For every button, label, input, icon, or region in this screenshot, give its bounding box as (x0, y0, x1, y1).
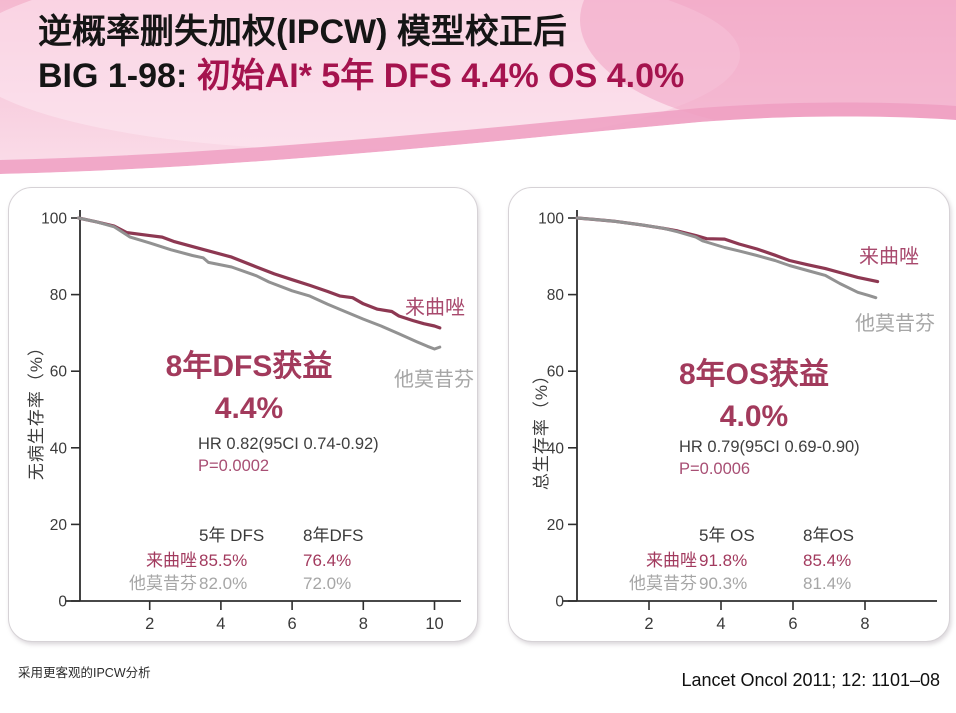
slide-title: 逆概率删失加权(IPCW) 模型校正后 BIG 1-98: 初始AI* 5年 D… (38, 10, 684, 98)
x-tick-label: 4 (716, 615, 725, 633)
hazard-ratio-text: HR 0.79(95CI 0.69-0.90) (679, 438, 860, 456)
row-label: 来曲唑 (146, 551, 197, 570)
x-tick-label: 2 (145, 615, 154, 633)
y-tick-label: 0 (58, 594, 67, 611)
y-tick-label: 100 (41, 211, 67, 228)
y-axis-title: 无病生存率（%） (27, 337, 46, 481)
row-value: 81.4% (803, 574, 852, 593)
y-tick-label: 80 (547, 287, 565, 304)
outcome-table-corner (9, 524, 197, 547)
tamoxifen-curve (575, 216, 878, 300)
y-tick-label: 0 (555, 594, 564, 611)
y-tick-label: 20 (50, 517, 68, 534)
title-line-1: 逆概率删失加权(IPCW) 模型校正后 (38, 13, 567, 51)
title-line-2-prefix: BIG 1-98: (38, 57, 197, 95)
hazard-ratio-block: HR 0.82(95CI 0.74-0.92) P=0.0002 (198, 433, 379, 477)
row-value: 91.8% (699, 551, 748, 570)
benefit-annotation: 8年DFS获益 4.4% (104, 346, 394, 430)
p-value-text: P=0.0002 (198, 457, 270, 475)
y-tick-label: 100 (538, 211, 564, 228)
os-chart-panel: 0 20 40 60 80 100 2 4 6 8 总生存率（%） 来曲唑 他莫昔芬 8年OS获益… (508, 187, 950, 642)
x-tick-label: 6 (788, 615, 797, 633)
y-tick-label: 60 (547, 364, 565, 381)
x-tick-label: 4 (216, 615, 225, 633)
hazard-ratio-text: HR 0.82(95CI 0.74-0.92) (198, 435, 379, 453)
row-label: 他莫昔芬 (129, 574, 197, 593)
tamoxifen-curve-label: 他莫昔芬 (394, 369, 474, 391)
footnote: 采用更客观的IPCW分析 (18, 666, 151, 680)
letrozole-curve (575, 216, 880, 284)
x-tick-label: 8 (359, 615, 368, 633)
benefit-line-2: 4.0% (719, 400, 789, 433)
title-line-2: BIG 1-98: 初始AI* 5年 DFS 4.4% OS 4.0% (38, 54, 684, 98)
outcome-table-col1-header: 5年 OS (699, 526, 755, 545)
outcome-table-col2-header: 8年OS (803, 526, 855, 545)
table-row-letrozole: 来曲唑 85.5% 76.4% (9, 549, 477, 572)
row-value: 85.4% (803, 551, 852, 570)
letrozole-curve (76, 216, 442, 330)
y-axis-title: 总生存率（%） (532, 365, 551, 491)
dfs-chart-plot: 0 20 40 60 80 100 2 4 6 8 10 (41, 210, 461, 633)
p-value-text: P=0.0006 (679, 460, 751, 478)
row-value: 72.0% (303, 574, 352, 593)
outcome-table-col1-header: 5年 DFS (199, 526, 265, 545)
letrozole-curve-label: 来曲唑 (859, 246, 919, 268)
y-tick-label: 20 (547, 517, 565, 534)
title-line-2-highlight: 初始AI* 5年 DFS 4.4% OS 4.0% (196, 57, 685, 95)
outcome-table-header-row: 5年 OS 8年OS (509, 524, 949, 547)
benefit-line-2: 4.4% (214, 392, 284, 425)
letrozole-curve-label: 来曲唑 (405, 297, 465, 319)
x-tick-label: 6 (288, 615, 297, 633)
outcome-table: 5年 OS 8年OS 来曲唑 91.8% 85.4% 他莫昔芬 90.3% 81.4% (509, 524, 949, 595)
outcome-table-col2-header: 8年DFS (303, 526, 364, 545)
benefit-line-1: 8年OS获益 (678, 358, 830, 391)
outcome-table-corner (509, 524, 697, 547)
benefit-line-1: 8年DFS获益 (165, 350, 333, 383)
y-tick-label: 40 (50, 440, 68, 457)
table-row-letrozole: 来曲唑 91.8% 85.4% (509, 549, 949, 572)
row-value: 76.4% (303, 551, 352, 570)
y-tick-label: 60 (50, 364, 68, 381)
x-tick-label: 10 (425, 615, 443, 633)
x-tick-label: 8 (860, 615, 869, 633)
hazard-ratio-block: HR 0.79(95CI 0.69-0.90) P=0.0006 (679, 436, 860, 480)
row-value: 90.3% (699, 574, 748, 593)
y-tick-label: 80 (50, 287, 68, 304)
outcome-table: 5年 DFS 8年DFS 来曲唑 85.5% 76.4% 他莫昔芬 82.0% 72.0% (9, 524, 477, 595)
row-label: 来曲唑 (646, 551, 697, 570)
dfs-chart-panel: 0 20 40 60 80 100 2 4 6 8 10 无病生存率（%） 来曲唑 他莫昔芬 8年D… (8, 187, 478, 642)
os-chart-plot: 0 20 40 60 80 100 2 4 6 8 (538, 210, 937, 633)
row-value: 82.0% (199, 574, 248, 593)
row-label: 他莫昔芬 (629, 574, 697, 593)
row-value: 85.5% (199, 551, 248, 570)
table-row-tamoxifen: 他莫昔芬 90.3% 81.4% (509, 572, 949, 595)
tamoxifen-curve (77, 216, 442, 351)
x-tick-label: 2 (644, 615, 653, 633)
benefit-annotation: 8年OS获益 4.0% (609, 354, 899, 438)
header-band: 逆概率删失加权(IPCW) 模型校正后 BIG 1-98: 初始AI* 5年 D… (0, 0, 956, 200)
header-wave-decoration (0, 0, 956, 200)
citation: Lancet Oncol 2011; 12: 1101–08 (681, 670, 940, 690)
tamoxifen-curve-label: 他莫昔芬 (855, 313, 935, 335)
table-row-tamoxifen: 他莫昔芬 82.0% 72.0% (9, 572, 477, 595)
y-tick-label: 40 (547, 440, 565, 457)
outcome-table-header-row: 5年 DFS 8年DFS (9, 524, 477, 547)
